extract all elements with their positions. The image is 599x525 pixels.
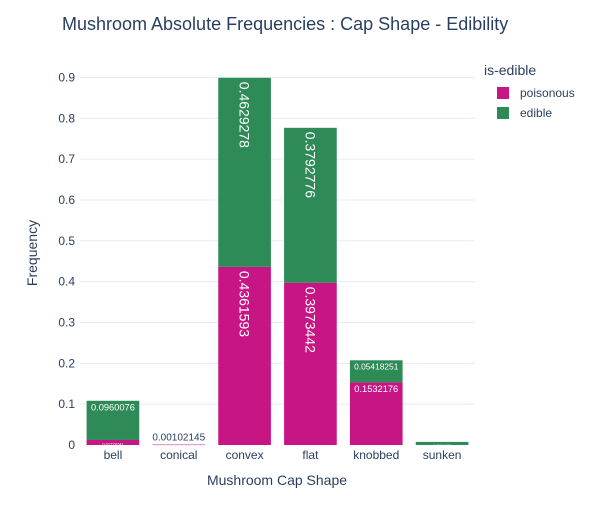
bar-poisonous <box>152 444 206 446</box>
x-tick-label: sunken <box>423 448 462 462</box>
x-axis-title: Mushroom Cap Shape <box>207 472 347 488</box>
bar-edible <box>86 400 140 440</box>
y-tick-label: 0.1 <box>58 397 75 411</box>
y-axis-title: Frequency <box>24 220 40 286</box>
x-tick-label: bell <box>104 448 123 462</box>
legend: is-edible poisonous edible <box>484 62 575 120</box>
y-tick-label: 0.3 <box>58 315 75 329</box>
bar-edible <box>284 127 337 283</box>
legend-swatch-edible <box>497 107 509 119</box>
bar-value-label: 0.05418251 <box>354 361 399 371</box>
legend-title: is-edible <box>484 62 536 78</box>
bar-poisonous <box>218 266 271 445</box>
gridlines <box>80 76 475 446</box>
bar-value-label: 0.1532176 <box>354 384 398 394</box>
y-axis-ticks: 0 0.1 0.2 0.3 0.4 0.5 0.6 0.7 0.8 0.9 <box>58 70 75 452</box>
bar-poisonous <box>284 282 337 445</box>
y-tick-label: 0.5 <box>58 234 75 248</box>
bar-edible <box>415 441 469 445</box>
x-tick-label: flat <box>302 448 319 462</box>
legend-label-edible: edible <box>520 106 552 120</box>
bar-value-label: 0.3973442 <box>302 287 318 353</box>
x-axis-ticks: bell conical convex flat knobbed sunken <box>104 448 462 462</box>
y-tick-label: 0 <box>68 438 75 452</box>
bar-value-label: 0.0960076 <box>91 402 135 412</box>
y-tick-label: 0.6 <box>58 193 75 207</box>
x-tick-label: knobbed <box>353 448 399 462</box>
bars: 0.01228741 0.00102145 0.4361593 0.3973442 0.… <box>86 77 469 447</box>
bar-value-label: 0.00102145 <box>152 433 205 444</box>
bar-value-label: 0.3792776 <box>302 132 318 198</box>
legend-swatch-poisonous <box>497 87 509 99</box>
y-tick-label: 0.8 <box>58 111 75 125</box>
bar-value-label: 0.01228741 <box>102 441 124 446</box>
chart-title: Mushroom Absolute Frequencies : Cap Shap… <box>62 14 508 34</box>
bar-edible <box>349 360 403 383</box>
y-tick-label: 0.7 <box>58 152 75 166</box>
x-tick-label: conical <box>160 448 197 462</box>
legend-label-poisonous: poisonous <box>520 86 575 100</box>
bar-value-label: 0.4629278 <box>237 82 253 148</box>
bar-edible <box>218 77 271 267</box>
x-tick-label: convex <box>226 448 264 462</box>
bar-value-label: 0.4361593 <box>237 271 253 337</box>
bar-poisonous <box>86 439 140 445</box>
y-tick-label: 0.2 <box>58 356 75 370</box>
bar-value-label: 0.007604563 <box>433 443 451 447</box>
bar-poisonous <box>349 382 403 445</box>
y-tick-label: 0.4 <box>58 275 75 289</box>
y-tick-label: 0.9 <box>58 70 75 84</box>
